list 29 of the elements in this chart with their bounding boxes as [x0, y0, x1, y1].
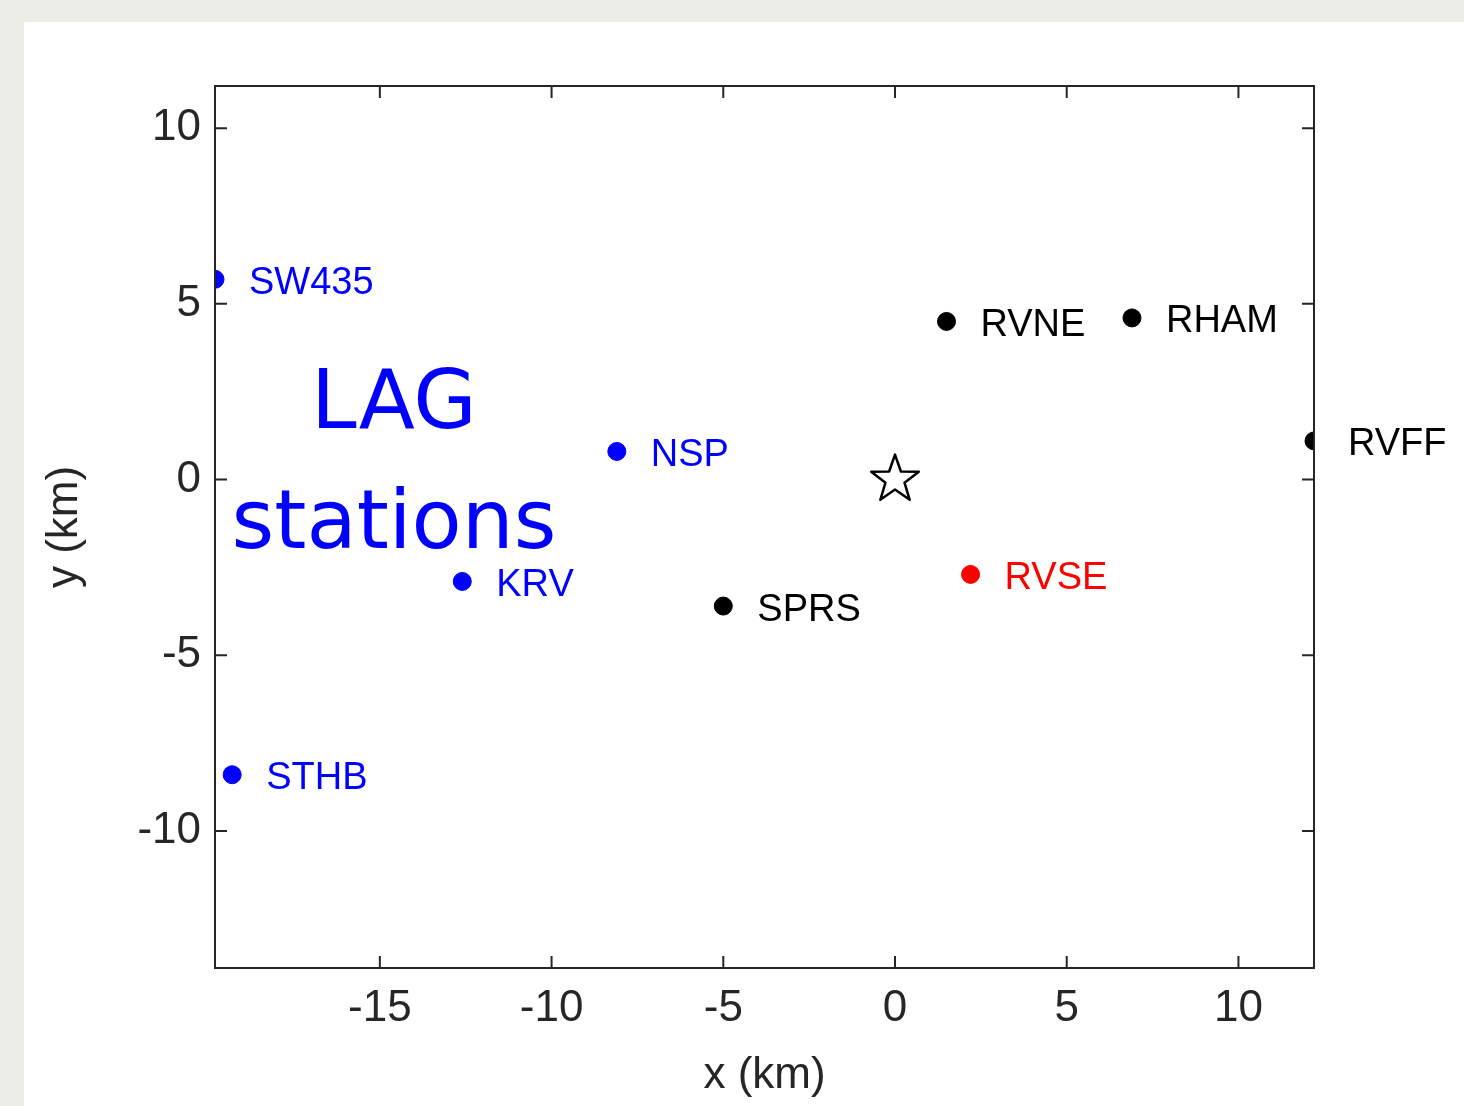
y-tick-label: 5 [176, 276, 201, 326]
point [452, 571, 472, 591]
series-label: SPRS [757, 586, 861, 629]
point [937, 311, 957, 331]
point [607, 441, 627, 461]
x-tick-label: -15 [348, 980, 412, 1030]
x-tick-label: -10 [519, 980, 584, 1030]
series-label: RHAM [1165, 298, 1278, 341]
series-label: RVNE [980, 301, 1086, 344]
x-tick-label: 10 [1213, 980, 1263, 1030]
series-label: STHB [266, 755, 368, 798]
point [222, 765, 242, 785]
series-label: NSP [650, 431, 729, 474]
y-tick-label: -5 [161, 627, 201, 677]
y-axis-title: y (km) [36, 465, 86, 589]
x-axis-title: x (km) [703, 1047, 826, 1097]
point [961, 564, 981, 584]
series-label: SW435 [249, 259, 374, 302]
x-tick-label: 5 [1054, 980, 1079, 1030]
y-tick-label: 10 [152, 100, 201, 150]
y-tick-label: -10 [137, 803, 201, 853]
point [713, 596, 733, 616]
point [1122, 308, 1142, 328]
series-label: RVFF [1348, 421, 1447, 464]
x-tick-label: 0 [882, 980, 908, 1030]
y-tick-label: 0 [176, 451, 201, 501]
x-tick-label: -5 [703, 980, 743, 1030]
point [869, 453, 921, 502]
series-label: RVSE [1004, 554, 1108, 597]
